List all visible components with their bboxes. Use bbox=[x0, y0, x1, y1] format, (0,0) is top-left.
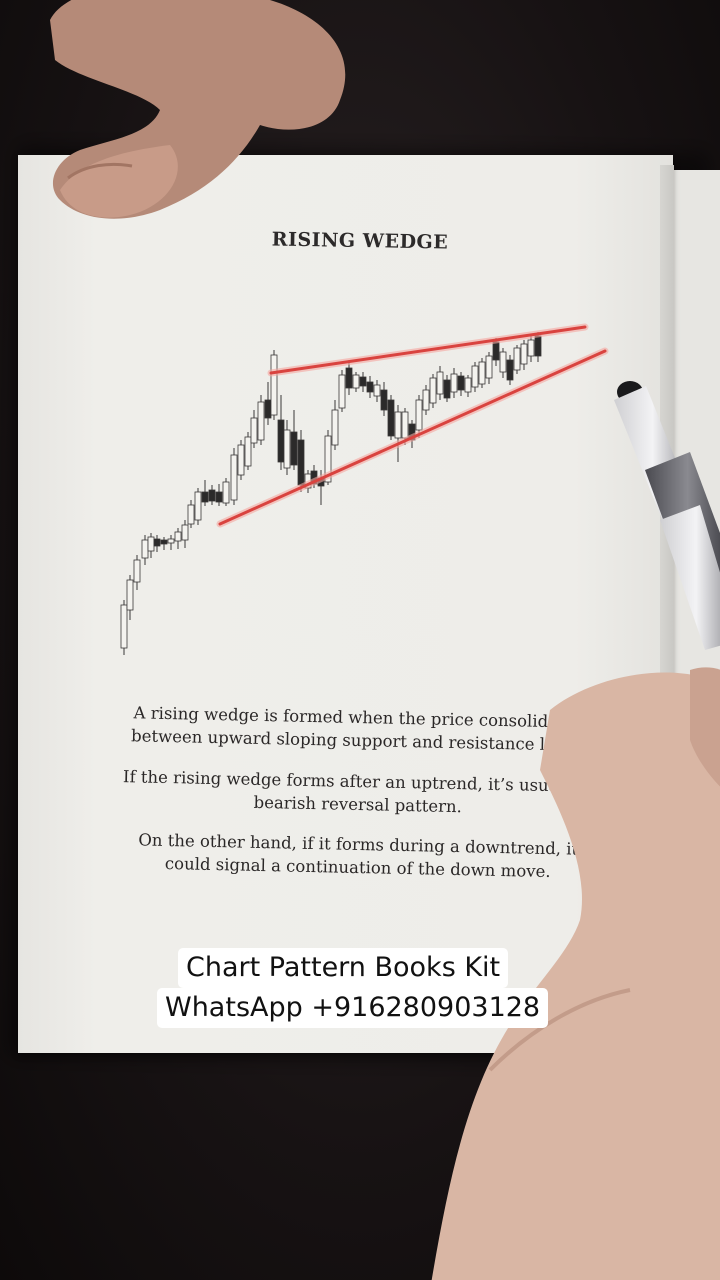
candle-body bbox=[443, 379, 451, 399]
candle-body bbox=[222, 481, 230, 504]
candle-body bbox=[167, 538, 175, 544]
candle-body bbox=[520, 343, 528, 365]
candle-body bbox=[450, 373, 458, 393]
candle-body bbox=[208, 489, 216, 502]
candle-body bbox=[345, 367, 353, 389]
candle-body bbox=[297, 439, 305, 486]
candle-body bbox=[290, 431, 298, 466]
candle-body bbox=[422, 389, 430, 411]
candle-body bbox=[387, 399, 395, 437]
caption-line-1: Chart Pattern Books Kit bbox=[178, 948, 509, 988]
candle-body bbox=[147, 536, 155, 552]
candle-body bbox=[464, 377, 472, 393]
candle-body bbox=[215, 491, 223, 503]
candle-body bbox=[141, 539, 149, 559]
candle-body bbox=[153, 538, 161, 547]
candle-body bbox=[120, 604, 128, 649]
candle-body bbox=[366, 381, 374, 393]
candle-body bbox=[527, 339, 535, 357]
candle-body bbox=[429, 377, 437, 404]
resistance-line bbox=[269, 325, 587, 375]
candle-body bbox=[534, 335, 542, 357]
candle-body bbox=[331, 409, 339, 446]
candle-body bbox=[257, 401, 265, 441]
candle-body bbox=[174, 531, 182, 542]
candle-body bbox=[126, 579, 134, 611]
candlesticks bbox=[120, 332, 542, 655]
candle-body bbox=[485, 355, 493, 379]
hand-icon bbox=[50, 0, 346, 219]
candle-body bbox=[471, 365, 479, 388]
candle-body bbox=[380, 389, 388, 411]
candle-body bbox=[457, 375, 465, 391]
candle-body bbox=[237, 444, 245, 476]
candle-body bbox=[324, 435, 332, 483]
caption-line-2: WhatsApp +916280903128 bbox=[157, 988, 549, 1028]
candle-body bbox=[181, 524, 189, 541]
candle-body bbox=[133, 559, 141, 583]
candle-body bbox=[506, 359, 514, 381]
candle-body bbox=[264, 399, 272, 419]
candle-body bbox=[499, 351, 507, 373]
candle-body bbox=[277, 419, 285, 463]
candle-body bbox=[492, 341, 500, 361]
candle-body bbox=[401, 411, 409, 439]
candle-body bbox=[201, 491, 209, 503]
candle-body bbox=[478, 361, 486, 385]
candle-body bbox=[160, 539, 168, 545]
candle-body bbox=[436, 371, 444, 395]
hand-icon bbox=[431, 667, 720, 1280]
candle-body bbox=[187, 504, 195, 525]
candle-body bbox=[415, 399, 423, 431]
candle-body bbox=[194, 491, 202, 521]
candle-body bbox=[513, 347, 521, 371]
candle-body bbox=[230, 454, 238, 501]
candle-body bbox=[270, 354, 278, 416]
candle-body bbox=[338, 374, 346, 409]
candle-body bbox=[394, 411, 402, 439]
support-line bbox=[218, 349, 607, 526]
candle-body bbox=[283, 429, 291, 469]
candle-body bbox=[352, 374, 360, 389]
candle-body bbox=[373, 384, 381, 397]
candle-body bbox=[244, 436, 252, 467]
candle-body bbox=[359, 376, 367, 387]
candle-body bbox=[250, 417, 258, 444]
